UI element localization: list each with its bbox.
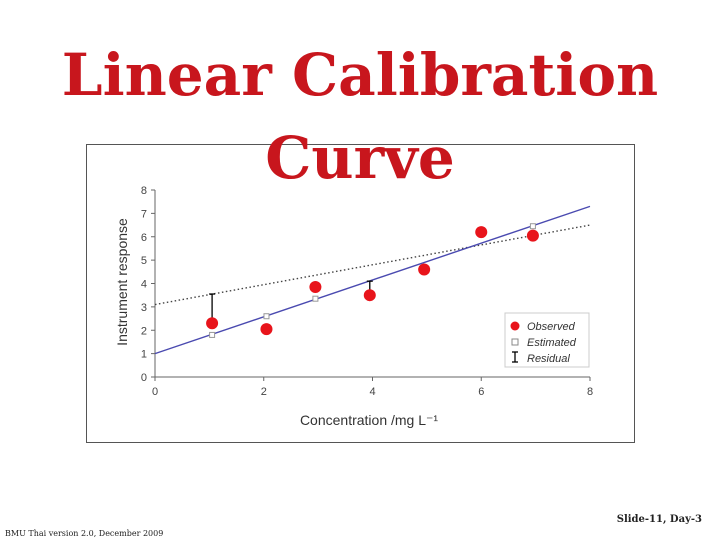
chart-ticks: 0 1 2 3 4 5 6 7 8 0 2 4 6 8 [141, 185, 593, 398]
slide-title-line1: Linear Calibration [61, 41, 659, 109]
legend-box [504, 312, 590, 368]
observed-point [475, 226, 488, 239]
legend-residual-marker [512, 351, 518, 363]
legend-estimated-marker [511, 338, 519, 346]
footer-text: BMU Thai version 2.0, December 2009 [5, 529, 164, 538]
x-tick-label: 8 [587, 386, 593, 398]
estimated-point [209, 331, 216, 338]
y-axis-label: Instrument response [114, 218, 130, 346]
slide-number: Slide-11, Day-3 [616, 514, 702, 525]
x-tick-label: 0 [152, 386, 158, 398]
observed-point [206, 317, 219, 330]
x-tick-label: 2 [261, 386, 267, 398]
legend-observed-label: Observed [527, 321, 576, 333]
x-tick-label: 6 [478, 386, 484, 398]
y-tick-label: 0 [141, 372, 147, 384]
y-tick-label: 4 [141, 279, 147, 291]
y-tick-label: 3 [141, 302, 147, 314]
observed-point [309, 281, 322, 294]
slide-title-line2: Curve [265, 124, 455, 192]
y-tick-label: 7 [141, 208, 147, 220]
estimated-point [529, 223, 536, 230]
y-tick-label: 6 [141, 232, 147, 244]
estimated-point [312, 295, 319, 302]
observed-point [363, 289, 376, 302]
observed-point [260, 323, 273, 336]
y-tick-label: 5 [141, 255, 147, 267]
y-tick-label: 8 [141, 185, 147, 197]
x-axis-label: Concentration /mg L⁻¹ [300, 412, 438, 428]
observed-point [526, 229, 539, 242]
chart-marks [206, 223, 539, 338]
legend-estimated-label: Estimated [527, 337, 577, 349]
fit-line [154, 205, 591, 355]
chart-legend: Observed Estimated Residual [504, 312, 590, 368]
y-tick-label: 1 [141, 349, 147, 361]
x-tick-label: 4 [369, 386, 375, 398]
calibration-chart: 0 1 2 3 4 5 6 7 8 0 2 4 6 8 Concentration /mg L⁻¹ Ins… [114, 185, 593, 428]
legend-residual-label: Residual [527, 353, 570, 365]
y-tick-label: 2 [141, 325, 147, 337]
estimated-point [263, 313, 270, 320]
dotted-line [154, 224, 591, 306]
legend-observed-marker [510, 321, 520, 331]
observed-point [418, 263, 431, 276]
chart-lines [154, 205, 591, 355]
chart-frame: 0 1 2 3 4 5 6 7 8 0 2 4 6 8 Concentration /mg L⁻¹ Ins… [86, 144, 635, 443]
